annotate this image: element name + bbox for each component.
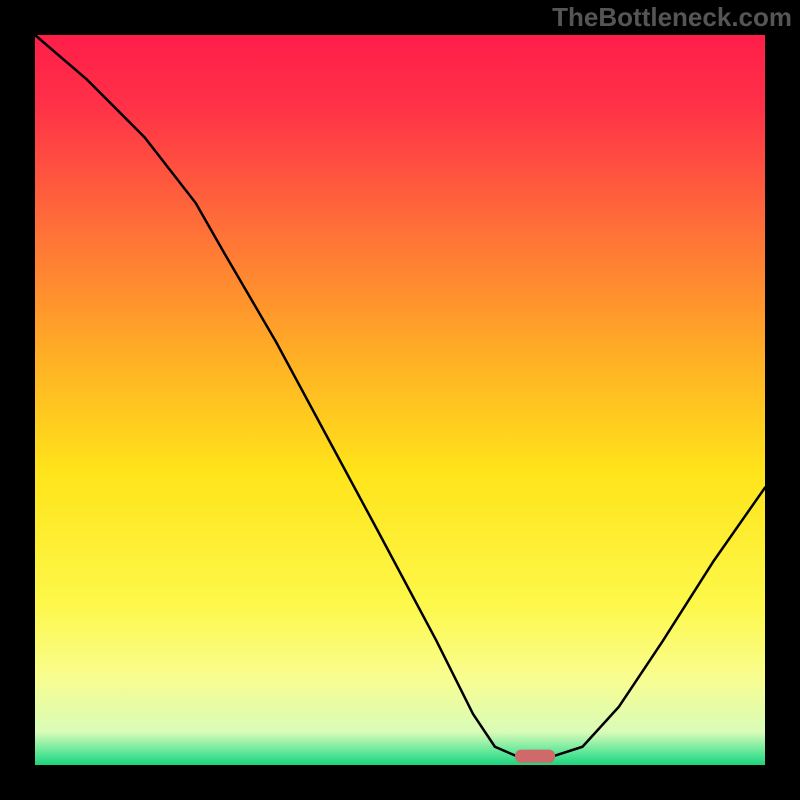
bottleneck-chart xyxy=(0,0,800,800)
watermark-text: TheBottleneck.com xyxy=(552,2,792,33)
optimal-marker xyxy=(515,750,555,763)
chart-canvas: TheBottleneck.com xyxy=(0,0,800,800)
plot-gradient-background xyxy=(35,35,765,765)
